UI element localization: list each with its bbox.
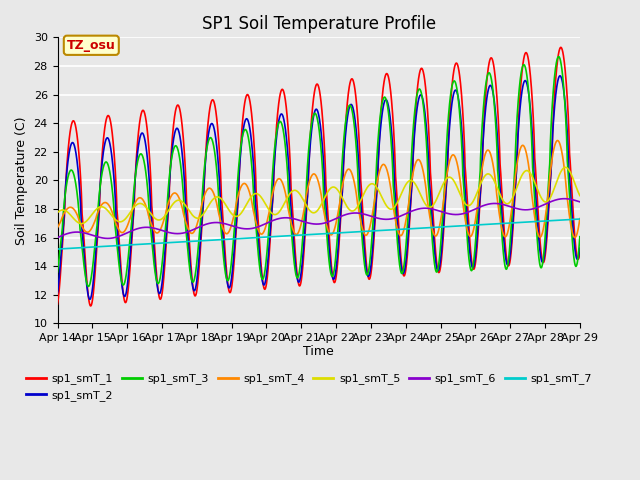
sp1_smT_6 — [509, 205, 517, 211]
sp1_smT_3 — [145, 193, 152, 199]
sp1_smT_1 — [254, 215, 262, 221]
sp1_smT_1 — [113, 211, 121, 216]
sp1_smT_3 — [566, 199, 573, 205]
sp1_smT_5 — [254, 191, 262, 197]
sp1_smT_1 — [276, 89, 284, 95]
sp1_smT_3 — [54, 269, 61, 275]
sp1_smT_1 — [557, 45, 564, 50]
sp1_smT_7 — [566, 217, 573, 223]
sp1_smT_2 — [254, 233, 262, 239]
Text: TZ_osu: TZ_osu — [67, 39, 116, 52]
sp1_smT_5 — [561, 165, 569, 170]
sp1_smT_1 — [54, 301, 61, 307]
sp1_smT_2 — [145, 165, 152, 170]
sp1_smT_1 — [145, 138, 152, 144]
sp1_smT_5 — [145, 207, 152, 213]
sp1_smT_4 — [54, 225, 61, 230]
sp1_smT_2 — [276, 112, 284, 118]
Line: sp1_smT_6: sp1_smT_6 — [58, 199, 580, 239]
sp1_smT_2 — [509, 211, 517, 216]
Line: sp1_smT_1: sp1_smT_1 — [58, 48, 580, 306]
sp1_smT_5 — [113, 218, 121, 224]
sp1_smT_7 — [144, 241, 152, 247]
sp1_smT_2 — [556, 73, 564, 79]
sp1_smT_6 — [113, 234, 121, 240]
sp1_smT_1 — [576, 251, 584, 256]
sp1_smT_4 — [113, 223, 121, 229]
sp1_smT_5 — [576, 192, 584, 198]
sp1_smT_6 — [254, 224, 262, 230]
sp1_smT_7 — [509, 220, 517, 226]
Y-axis label: Soil Temperature (C): Soil Temperature (C) — [15, 116, 28, 245]
X-axis label: Time: Time — [303, 345, 334, 358]
sp1_smT_5 — [77, 221, 85, 227]
sp1_smT_6 — [104, 236, 112, 241]
sp1_smT_2 — [86, 297, 93, 302]
sp1_smT_3 — [276, 119, 284, 124]
sp1_smT_2 — [54, 290, 61, 296]
sp1_smT_5 — [54, 210, 61, 216]
sp1_smT_5 — [509, 193, 517, 199]
sp1_smT_4 — [509, 194, 517, 200]
sp1_smT_7 — [254, 235, 262, 240]
Line: sp1_smT_4: sp1_smT_4 — [58, 141, 580, 238]
sp1_smT_1 — [509, 217, 517, 223]
sp1_smT_4 — [554, 138, 561, 144]
Line: sp1_smT_2: sp1_smT_2 — [58, 76, 580, 300]
sp1_smT_2 — [576, 245, 584, 251]
sp1_smT_1 — [87, 303, 95, 309]
sp1_smT_7 — [113, 243, 121, 249]
sp1_smT_5 — [276, 207, 284, 213]
sp1_smT_4 — [576, 216, 584, 222]
sp1_smT_4 — [566, 215, 573, 221]
Legend: sp1_smT_1, sp1_smT_2, sp1_smT_3, sp1_smT_4, sp1_smT_5, sp1_smT_6, sp1_smT_7: sp1_smT_1, sp1_smT_2, sp1_smT_3, sp1_smT… — [21, 369, 596, 405]
sp1_smT_3 — [84, 284, 92, 289]
sp1_smT_2 — [566, 180, 573, 186]
sp1_smT_6 — [561, 196, 568, 202]
sp1_smT_1 — [566, 155, 573, 161]
sp1_smT_7 — [276, 233, 284, 239]
sp1_smT_6 — [145, 225, 152, 230]
sp1_smT_3 — [576, 234, 584, 240]
sp1_smT_7 — [54, 246, 61, 252]
sp1_smT_3 — [113, 244, 121, 250]
Line: sp1_smT_3: sp1_smT_3 — [58, 57, 580, 287]
sp1_smT_5 — [566, 168, 573, 174]
Line: sp1_smT_7: sp1_smT_7 — [58, 219, 580, 249]
Title: SP1 Soil Temperature Profile: SP1 Soil Temperature Profile — [202, 15, 436, 33]
sp1_smT_3 — [509, 187, 517, 192]
sp1_smT_6 — [54, 235, 61, 240]
sp1_smT_4 — [144, 211, 152, 216]
sp1_smT_6 — [276, 216, 284, 221]
sp1_smT_4 — [571, 235, 579, 240]
sp1_smT_3 — [555, 54, 563, 60]
sp1_smT_7 — [576, 216, 584, 222]
sp1_smT_3 — [254, 248, 262, 254]
sp1_smT_2 — [113, 228, 121, 234]
sp1_smT_6 — [576, 199, 584, 205]
sp1_smT_6 — [566, 196, 573, 202]
Line: sp1_smT_5: sp1_smT_5 — [58, 168, 580, 224]
sp1_smT_4 — [254, 226, 262, 231]
sp1_smT_4 — [276, 177, 284, 182]
